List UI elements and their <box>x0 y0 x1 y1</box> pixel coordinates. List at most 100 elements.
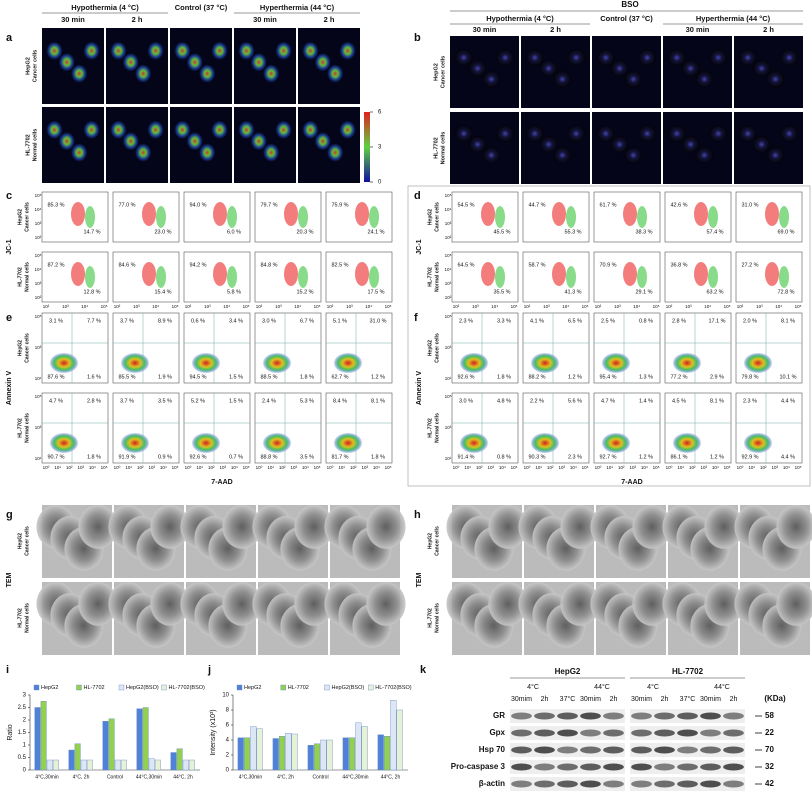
row-label: HepG2 <box>17 533 23 549</box>
y-tick-label: 3 <box>23 693 27 699</box>
legend-swatch <box>33 684 40 691</box>
population <box>495 266 505 288</box>
plot-frame <box>735 392 803 464</box>
x-tick-label: 10⁴ <box>294 304 301 309</box>
cell <box>766 146 785 164</box>
population <box>602 353 630 373</box>
bar <box>114 759 121 771</box>
x-tick-label: 10² <box>689 465 696 470</box>
x-tick-label: 10³ <box>488 465 495 470</box>
column-subheader: 30 min <box>686 25 710 34</box>
population <box>673 353 701 373</box>
percentage: 1.4 % <box>639 398 653 404</box>
x-tick-label: 10³ <box>149 465 156 470</box>
cell <box>695 146 714 164</box>
x-tick-label: 10³ <box>204 304 211 309</box>
panel-frame <box>407 185 811 487</box>
y-tick-label: 10¹ <box>445 376 452 381</box>
time-label: 30mim <box>700 696 721 703</box>
population <box>481 262 495 286</box>
percentage: 79.7 % <box>260 202 277 208</box>
percentage: 4.4 % <box>781 454 795 460</box>
time-label: 30mim <box>580 696 601 703</box>
x-tick-label: Control <box>107 774 123 780</box>
percentage: 54.5 % <box>457 202 474 208</box>
x-tick-label: 10² <box>618 465 625 470</box>
x-tick-label: 10⁴ <box>302 465 309 470</box>
percentage: 1.6 % <box>87 374 101 380</box>
cell <box>553 70 572 88</box>
x-tick-label: 10² <box>66 465 73 470</box>
bar <box>40 701 47 771</box>
x-tick-label: 4°C, 2h <box>73 774 90 780</box>
row-label: Cancer cells <box>24 202 30 232</box>
blot-band <box>631 763 652 771</box>
population <box>694 262 708 286</box>
x-tick-label: 10² <box>185 304 192 309</box>
percentage: 3.0 % <box>262 318 276 324</box>
cell <box>294 582 334 626</box>
cell <box>222 582 262 626</box>
blot-band <box>723 712 744 720</box>
x-tick-label: 10¹ <box>125 465 132 470</box>
plot-frame <box>41 312 109 384</box>
x-tick-label: 10⁰ <box>737 465 744 470</box>
cell <box>632 582 672 626</box>
blot-band <box>700 746 721 754</box>
percentage: 4.7 % <box>49 398 63 404</box>
percentage: 4.1 % <box>530 318 544 324</box>
y-tick-label: 10⁵ <box>445 253 452 258</box>
x-tick-label: 10² <box>208 465 215 470</box>
percentage: 1.8 % <box>371 454 385 460</box>
x-tick-label: 10⁵ <box>385 465 392 470</box>
axis-label: 7-AAD <box>621 479 642 486</box>
bar <box>361 726 368 771</box>
x-tick-label: 10³ <box>275 304 282 309</box>
bar <box>80 759 87 771</box>
kda-label: 70 <box>765 745 774 754</box>
legend-swatch <box>324 684 330 691</box>
bar <box>46 759 53 771</box>
percentage: 91.9 % <box>118 454 135 460</box>
cell <box>624 146 643 164</box>
population <box>334 433 362 453</box>
plot-frame <box>325 312 393 384</box>
population <box>50 433 78 453</box>
percentage: 29.1 % <box>635 289 652 295</box>
percentage: 64.5 % <box>457 262 474 268</box>
blot-band <box>700 712 721 720</box>
population <box>623 262 637 286</box>
column-header: Control (37 °C) <box>175 3 228 12</box>
bar <box>68 749 75 771</box>
percentage: 77.2 % <box>670 374 687 380</box>
percentage: 2.8 % <box>672 318 686 324</box>
population <box>460 353 488 373</box>
blot-band <box>557 746 578 754</box>
y-tick-label: 10⁵ <box>35 394 42 399</box>
x-tick-label: 10⁵ <box>243 304 250 309</box>
bar <box>390 700 397 771</box>
plot-frame <box>451 251 519 303</box>
cell <box>468 135 487 154</box>
row-label: Cancer cells <box>434 333 440 363</box>
panel-letter: h <box>414 509 421 521</box>
axis-label: TEM <box>6 572 13 587</box>
row-label: HepG2 <box>427 209 433 225</box>
plot-frame <box>664 312 732 384</box>
x-tick-label: 10⁵ <box>101 465 108 470</box>
bar <box>349 737 356 771</box>
x-tick-label: 10⁰ <box>524 465 531 470</box>
cell <box>709 48 728 67</box>
population <box>121 353 149 373</box>
cell <box>302 120 319 139</box>
percentage: 44.7 % <box>528 202 545 208</box>
cell <box>780 124 799 143</box>
cell <box>314 132 331 151</box>
cell <box>454 48 473 67</box>
bar <box>285 733 292 771</box>
column-header: Hypothermia (4 °C) <box>486 14 554 23</box>
blot-band <box>700 729 721 737</box>
population <box>481 202 495 226</box>
bar <box>170 752 177 771</box>
percentage: 0.6 % <box>191 318 205 324</box>
